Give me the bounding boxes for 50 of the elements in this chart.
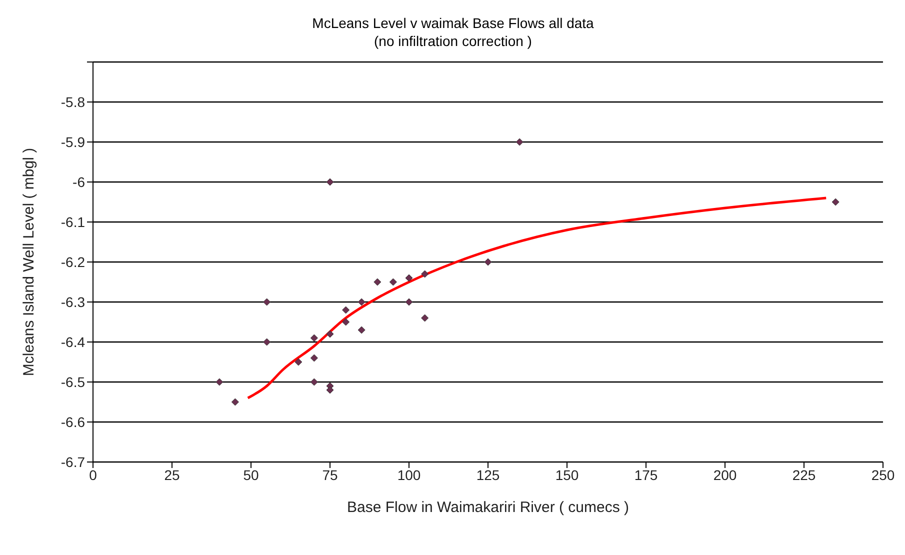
x-tick-label: 75 [322,466,338,483]
point [405,274,413,282]
point [832,198,840,206]
y-tick-label: -6.1 [60,214,86,230]
x-tick-label: 0 [89,466,98,483]
point [310,354,318,362]
point [421,314,429,322]
point [310,334,318,342]
x-tick-label: 125 [476,466,500,483]
point [231,398,239,406]
point [342,318,350,326]
point [358,298,366,306]
x-tick-label: 25 [164,466,180,483]
point [326,330,334,338]
y-tick-label: -6.3 [60,294,86,310]
chart-subtitle: (no infiltration correction ) [373,32,533,50]
x-tick-label: 225 [792,466,816,483]
line-series [246,196,828,400]
point [516,138,524,146]
y-tick-label: -5.8 [60,94,86,110]
point [310,378,318,386]
point [216,378,224,386]
point [405,298,413,306]
point [358,326,366,334]
point [294,358,302,366]
chart-title: McLeans Level v waimak Base Flows all data [311,14,595,32]
point [263,298,271,306]
y-tick-label: -6.6 [60,414,86,430]
point [342,306,350,314]
point [389,278,397,286]
point [374,278,382,286]
x-tick-label: 150 [555,466,579,483]
y-tick-label: -6.2 [60,254,86,270]
point [326,386,334,394]
y-tick-label: -6 [72,174,86,190]
y-tick-label: -6.5 [60,374,86,390]
x-tick-label: 175 [634,466,658,483]
x-tick-label: 250 [871,466,895,483]
point [484,258,492,266]
point [326,178,334,186]
x-tick-label: 200 [713,466,737,483]
y-tick-label: -6.7 [60,454,86,470]
y-tick-label: -5.9 [60,134,86,150]
x-axis-title: Base Flow in Waimakariri River ( cumecs ) [347,499,629,516]
x-tick-label: 50 [243,466,259,483]
point [263,338,271,346]
x-tick-label: 100 [397,466,421,483]
point [421,270,429,278]
y-tick-label: -6.4 [60,334,86,350]
y-axis-title: Mcleans Island Well Level ( mbgl ) [20,148,38,376]
